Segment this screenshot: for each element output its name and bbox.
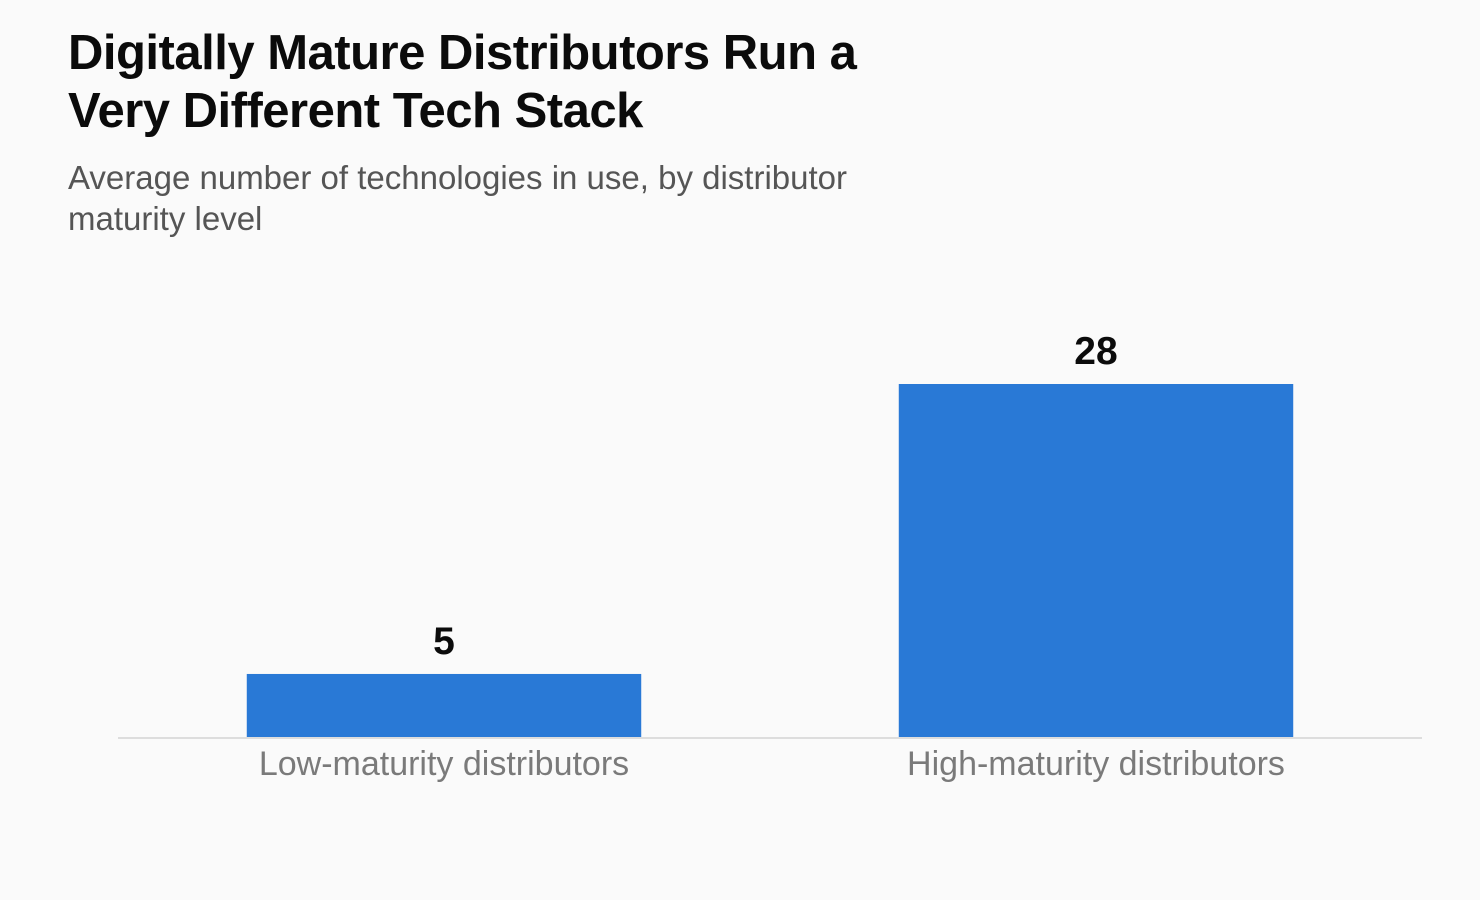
value-label-0: 5 bbox=[433, 620, 455, 663]
chart-subtitle: Average number of technologies in use, b… bbox=[68, 159, 848, 237]
bar-1 bbox=[898, 384, 1294, 737]
bar-0 bbox=[246, 673, 642, 737]
bars-group bbox=[246, 384, 1294, 737]
category-label-0: Low-maturity distributors bbox=[259, 745, 629, 783]
chart-title: Digitally Mature Distributors Run a Very… bbox=[68, 26, 857, 138]
category-label-1: High-maturity distributors bbox=[907, 745, 1285, 783]
value-labels-group: 5 28 bbox=[433, 330, 1118, 663]
value-label-1: 28 bbox=[1074, 330, 1117, 373]
category-labels-group: Low-maturity distributors High-maturity d… bbox=[259, 745, 1285, 783]
